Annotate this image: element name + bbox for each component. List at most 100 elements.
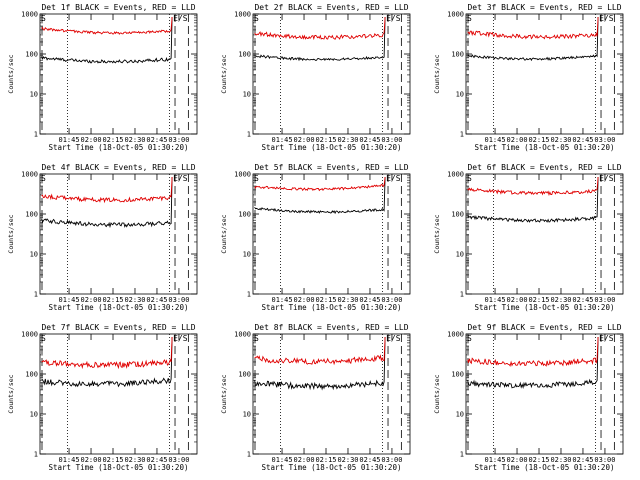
end-start-marker: E/S: [599, 334, 614, 343]
y-tick-label: 10: [30, 411, 38, 419]
x-axis-label: Start Time (18-Oct-05 01:30:20): [262, 143, 402, 152]
events-series-line: [255, 177, 386, 213]
y-tick-label: 1: [460, 291, 464, 299]
y-axis-label: Counts/sec: [220, 54, 228, 93]
x-tick-label: 02:15: [102, 296, 123, 304]
y-axis-label: Counts/sec: [220, 374, 228, 413]
start-marker: S: [467, 14, 472, 23]
x-axis-label: Start Time (18-Oct-05 01:30:20): [475, 143, 615, 152]
x-tick-label: 02:30: [337, 136, 358, 144]
y-tick-label: 100: [451, 51, 464, 59]
start-marker: S: [41, 174, 46, 183]
y-tick-label: 1: [460, 451, 464, 459]
x-tick-label: 02:15: [315, 296, 336, 304]
x-axis-label: Start Time (18-Oct-05 01:30:20): [475, 463, 615, 472]
plot-frame: [253, 174, 410, 294]
y-axis-label: Counts/sec: [433, 374, 441, 413]
x-tick-label: 03:00: [168, 456, 189, 464]
x-tick-label: 02:45: [359, 456, 380, 464]
y-tick-label: 100: [238, 51, 251, 59]
y-tick-label: 1: [34, 451, 38, 459]
x-tick-label: 02:00: [293, 296, 314, 304]
panel-title: Det 4f BLACK = Events, RED = LLD: [41, 163, 195, 172]
end-start-marker: E/S: [599, 14, 614, 23]
y-tick-label: 10: [456, 251, 464, 259]
x-tick-label: 02:15: [528, 136, 549, 144]
x-tick-label: 03:00: [168, 296, 189, 304]
end-start-marker: E/S: [599, 174, 614, 183]
x-tick-label: 03:00: [381, 296, 402, 304]
x-tick-label: 02:30: [124, 296, 145, 304]
y-tick-label: 10: [456, 411, 464, 419]
x-tick-label: 02:45: [146, 456, 167, 464]
x-tick-label: 02:45: [146, 296, 167, 304]
x-tick-label: 01:45: [59, 136, 80, 144]
lld-series-line: [42, 17, 173, 34]
x-axis-label: Start Time (18-Oct-05 01:30:20): [475, 303, 615, 312]
x-tick-label: 01:45: [272, 296, 293, 304]
x-tick-label: 03:00: [594, 456, 615, 464]
y-tick-label: 1000: [234, 171, 251, 179]
y-tick-label: 100: [238, 371, 251, 379]
events-series-line: [255, 17, 386, 60]
events-series-line: [42, 177, 173, 227]
start-marker: S: [467, 334, 472, 343]
plot-frame: [253, 334, 410, 454]
panel-title: Det 9f BLACK = Events, RED = LLD: [467, 323, 621, 332]
end-start-marker: E/S: [386, 174, 401, 183]
x-axis-label: Start Time (18-Oct-05 01:30:20): [262, 463, 402, 472]
x-tick-label: 02:45: [572, 456, 593, 464]
lld-series-line: [468, 17, 598, 39]
x-tick-label: 02:45: [359, 296, 380, 304]
end-start-marker: E/S: [173, 334, 188, 343]
detector-panel: Det 9f BLACK = Events, RED = LLD Counts/s…: [433, 323, 623, 472]
x-tick-label: 02:15: [528, 296, 549, 304]
detector-panel: Det 7f BLACK = Events, RED = LLDCounts/s…: [7, 323, 197, 472]
y-axis-label: Counts/sec: [433, 214, 441, 253]
y-tick-label: 10: [243, 251, 251, 259]
x-tick-label: 03:00: [168, 136, 189, 144]
y-tick-label: 100: [25, 51, 38, 59]
y-tick-label: 1: [460, 131, 464, 139]
y-tick-label: 1000: [234, 11, 251, 19]
x-tick-label: 02:45: [572, 136, 593, 144]
x-tick-label: 02:15: [102, 456, 123, 464]
y-tick-label: 1: [247, 131, 251, 139]
detector-panel: Det 5f BLACK = Events, RED = LLD Counts/s…: [220, 163, 410, 312]
detector-panel: Det 1f BLACK = Events, RED = LLD Counts/s…: [7, 3, 197, 152]
y-axis-label: Counts/sec: [7, 214, 15, 253]
x-tick-label: 02:30: [550, 296, 571, 304]
events-series-line: [42, 17, 173, 63]
lld-series-line: [468, 337, 598, 366]
detector-panel: Det 2f BLACK = Events, RED = LLDCounts/s…: [220, 3, 410, 152]
y-axis-label: Counts/sec: [7, 54, 15, 93]
y-tick-label: 10: [243, 411, 251, 419]
x-tick-label: 02:00: [80, 456, 101, 464]
x-tick-label: 02:00: [293, 136, 314, 144]
x-axis-label: Start Time (18-Oct-05 01:30:20): [49, 143, 189, 152]
lld-series-line: [42, 337, 173, 368]
y-tick-label: 100: [25, 371, 38, 379]
y-tick-label: 1000: [21, 11, 38, 19]
plot-frame: [40, 334, 197, 454]
y-tick-label: 10: [30, 251, 38, 259]
lld-series-line: [255, 17, 386, 39]
detector-panel: Det 4f BLACK = Events, RED = LLD Counts/s…: [7, 163, 197, 312]
y-tick-label: 100: [451, 371, 464, 379]
start-marker: S: [41, 14, 46, 23]
y-tick-label: 100: [25, 211, 38, 219]
detector-panel: Det 6f BLACK = Events, RED = LLD Counts/s…: [433, 163, 623, 312]
x-tick-label: 02:15: [315, 136, 336, 144]
x-tick-label: 02:15: [102, 136, 123, 144]
start-marker: S: [41, 334, 46, 343]
y-tick-label: 1: [34, 131, 38, 139]
panel-title: Det 6f BLACK = Events, RED = LLD: [467, 163, 621, 172]
x-tick-label: 02:45: [572, 296, 593, 304]
x-tick-label: 02:30: [337, 456, 358, 464]
plot-frame: [466, 174, 623, 294]
y-tick-label: 10: [30, 91, 38, 99]
start-marker: S: [467, 174, 472, 183]
y-tick-label: 100: [238, 211, 251, 219]
events-series-line: [468, 17, 598, 60]
